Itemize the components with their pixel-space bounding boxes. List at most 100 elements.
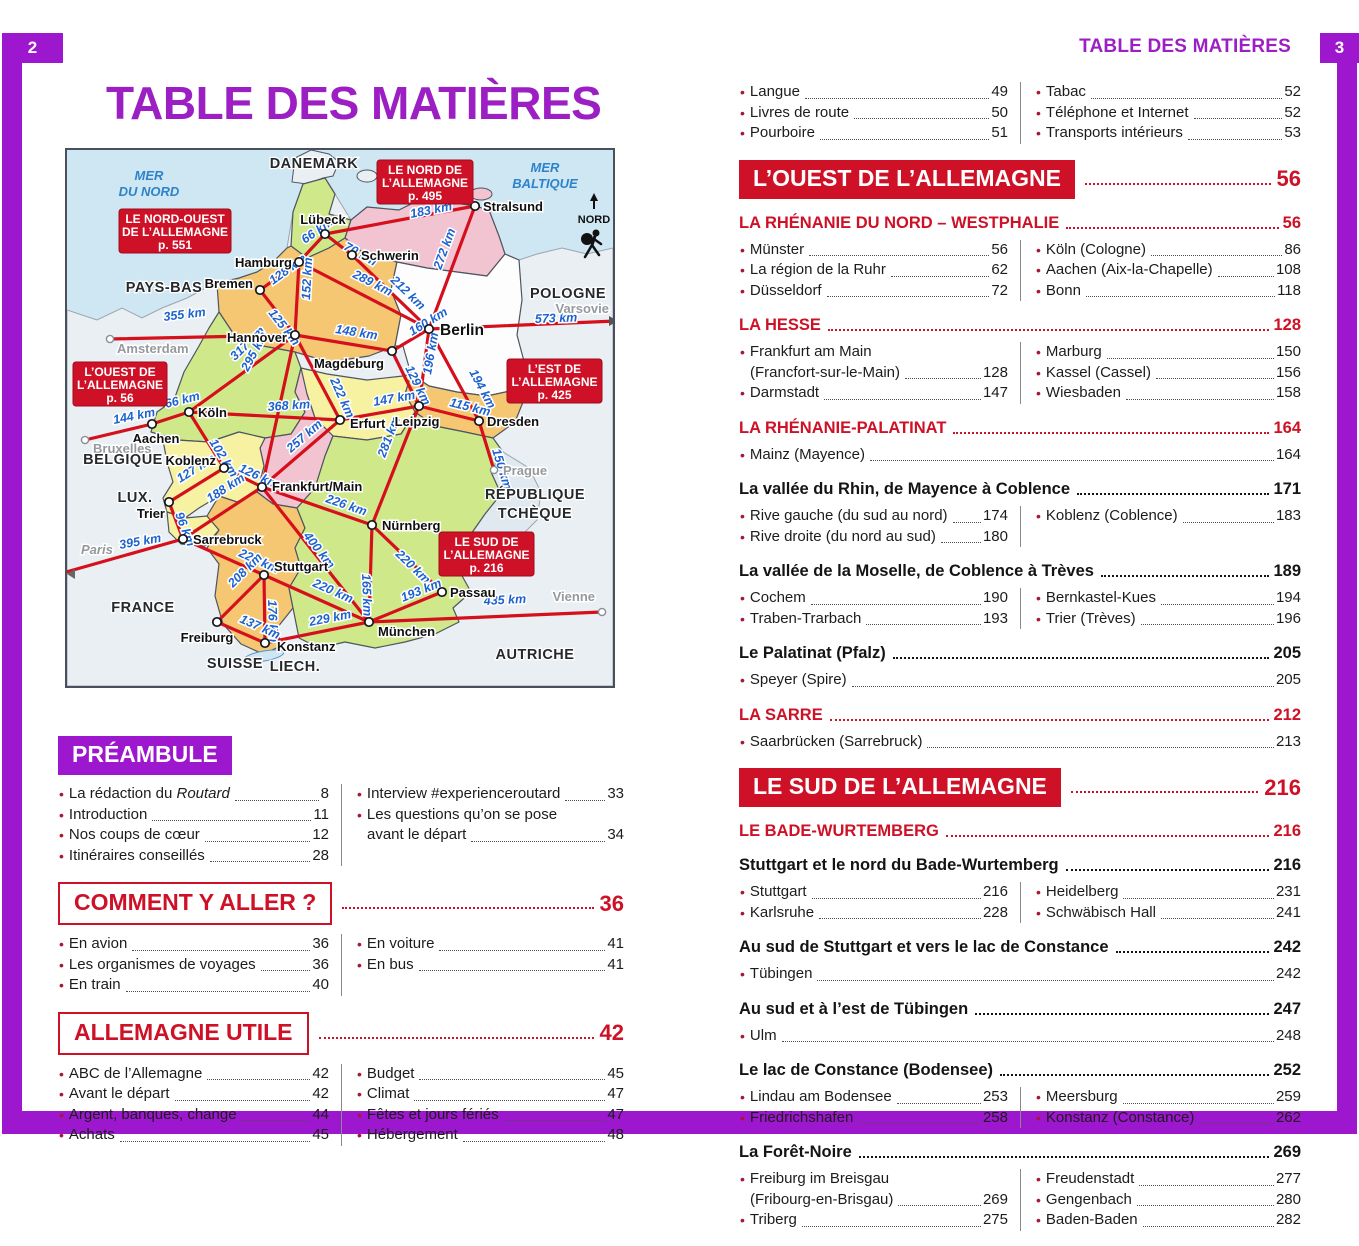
dotted-leader — [1160, 918, 1274, 919]
subsection-header: LA HESSE 128 — [739, 316, 1301, 335]
entry-label: Ulm — [749, 1026, 777, 1044]
city-dot — [177, 533, 189, 545]
entry-page: 213 — [1275, 732, 1301, 750]
dotted-leader — [801, 1225, 981, 1227]
entry-page: 52 — [1284, 83, 1301, 100]
entry-page: 45 — [607, 1064, 624, 1082]
region-callout-text: L’ALLEMAGNE — [77, 378, 163, 392]
dotted-leader — [1150, 255, 1283, 256]
dotted-leader — [819, 918, 981, 919]
sea-label: DU NORD — [119, 184, 180, 199]
compass-arrow-head — [590, 193, 598, 201]
subsection-header: LA RHÉNANIE DU NORD – WESTPHALIE 56 — [739, 214, 1301, 233]
entry-label: Speyer (Spire) — [749, 671, 847, 688]
dotted-leader — [854, 118, 990, 119]
subsection-title: Le lac de Constance (Bodensee) — [739, 1061, 993, 1079]
dotted-leader — [439, 949, 606, 951]
subsection-page: 269 — [1273, 1143, 1301, 1161]
bullet-icon: • — [1036, 1191, 1041, 1208]
entry-label: Climat — [366, 1085, 410, 1102]
bullet-icon: • — [740, 104, 745, 121]
dotted-leader — [132, 949, 311, 951]
toc-entry: • Lindau am Bodensee 253 — [739, 1087, 1008, 1108]
hiker-icon — [592, 229, 600, 237]
subsection-page: 164 — [1273, 418, 1301, 437]
toc-column-right: • Freudenstadt 277 • Gengenbach 280 • Baden-Bad… — [1020, 1169, 1301, 1231]
section-page: 216 — [1264, 774, 1301, 800]
dotted-leader — [890, 275, 990, 277]
toc-section: Stuttgart et le nord du Bade-Wurtemberg 2… — [739, 856, 1301, 923]
toc-column-left: • ABC de l’Allemagne 42 • Avant le départ 42 •… — [58, 1064, 341, 1146]
route-line — [297, 232, 327, 264]
toc-entry: • En voiture 41 — [356, 934, 624, 955]
route-line — [258, 288, 297, 337]
toc-entry: • Trier (Trèves) 196 — [1035, 609, 1301, 630]
region-callout-box — [376, 159, 474, 205]
toc-entry: • Stuttgart 216 — [739, 882, 1008, 903]
dotted-leader — [1217, 275, 1274, 277]
dotted-leader — [125, 990, 311, 992]
subsection-title: LA RHÉNANIE DU NORD – WESTPHALIE — [739, 213, 1060, 232]
entry-page: 41 — [607, 955, 624, 973]
toc-section: ALLEMAGNE UTILE 42 • ABC de l’Allemagne 42 • A… — [58, 1011, 624, 1146]
entry-page: 53 — [1284, 124, 1301, 141]
bullet-icon: • — [357, 936, 362, 952]
toc-entry: • Pourboire 51 — [739, 123, 1008, 144]
subsection-title: La vallée de la Moselle, de Coblence à T… — [739, 562, 1094, 580]
bullet-icon: • — [1036, 104, 1041, 121]
bullet-icon: • — [59, 1065, 64, 1082]
route-line — [262, 573, 371, 624]
toc-column-left: • Langue 49 • Livres de route 50 • Pourboire 51 — [739, 82, 1020, 144]
entry-label: Pourboire — [749, 124, 815, 141]
subsection-header: LA RHÉNANIE-PALATINAT 164 — [739, 419, 1301, 438]
section-header: COMMENT Y ALLER ? 36 — [58, 882, 624, 925]
entry-label-line2: (Francfort-sur-le-Main) — [750, 363, 901, 381]
route-line — [187, 333, 297, 414]
entry-label: Lindau am Bodensee — [749, 1088, 892, 1105]
country-label: LIECH. — [270, 659, 321, 675]
dotted-leader — [419, 1079, 606, 1080]
running-header: TABLE DES MATIÈRES — [1079, 36, 1291, 57]
entry-page: 183 — [1275, 507, 1301, 524]
entry-page: 253 — [982, 1088, 1008, 1105]
toc-list-two-columns: • ABC de l’Allemagne 42 • Avant le départ 42 •… — [58, 1063, 624, 1146]
toc-column-right: • Marburg 150 • Kassel (Cassel) 156 • Wiesbaden… — [1020, 342, 1301, 404]
section-header: PRÉAMBULE — [58, 736, 624, 775]
city-dot — [473, 415, 485, 427]
route-line — [260, 418, 342, 489]
entry-page: 259 — [1275, 1088, 1301, 1105]
dotted-leader — [824, 398, 981, 400]
bullet-icon: • — [740, 733, 745, 750]
bullet-icon: • — [1036, 610, 1041, 627]
toc-list-two-columns: • Münster 56 • La région de la Ruhr 62 • Düssel… — [739, 239, 1301, 301]
toc-entry: • Itinéraires conseillés 28 — [58, 846, 329, 867]
bullet-icon: • — [740, 1212, 745, 1228]
toc-list-two-columns: • Cochem 190 • Traben-Trarbach 193 • Bernkastel… — [739, 588, 1301, 629]
route-line — [390, 349, 421, 408]
toc-column-right: • Budget 45 • Climat 47 • Fêtes et jours fériés… — [341, 1063, 624, 1146]
city-label: Passau — [450, 585, 496, 600]
city-label: Magdeburg — [314, 356, 384, 371]
country-label: LUX. — [117, 490, 152, 506]
toc-section: La Forêt-Noire 269 • Freiburg im Breisgau (F… — [739, 1143, 1301, 1231]
bullet-icon: • — [59, 847, 64, 864]
city-label: Nürnberg — [382, 518, 441, 533]
city-label: Freiburg — [181, 630, 234, 645]
toc-entry: • Mainz (Mayence) 164 — [739, 445, 1301, 466]
external-city-label: Varsovie — [556, 301, 610, 316]
dotted-leader — [952, 521, 981, 523]
distance-label: 573 km — [535, 311, 578, 326]
bullet-icon: • — [740, 262, 745, 278]
city-dot — [423, 323, 435, 335]
subsection-title: La vallée du Rhin, de Mayence à Coblence — [739, 480, 1071, 498]
toc-entry: • En train 40 — [58, 975, 329, 996]
toc-section: LA SARRE 212 • Saarbrücken (Sarrebruck) 213 — [739, 706, 1301, 753]
entry-label: Introduction — [68, 805, 148, 823]
toc-section: • Langue 49 • Livres de route 50 • Pourboire 51 •… — [739, 82, 1301, 144]
entry-page: 248 — [1275, 1026, 1301, 1044]
dotted-leader — [1136, 1205, 1274, 1206]
toc-list-fullwidth: • Saarbrücken (Sarrebruck) 213 — [739, 732, 1301, 753]
dotted-leader — [414, 1099, 606, 1101]
dotted-leader — [234, 799, 319, 801]
